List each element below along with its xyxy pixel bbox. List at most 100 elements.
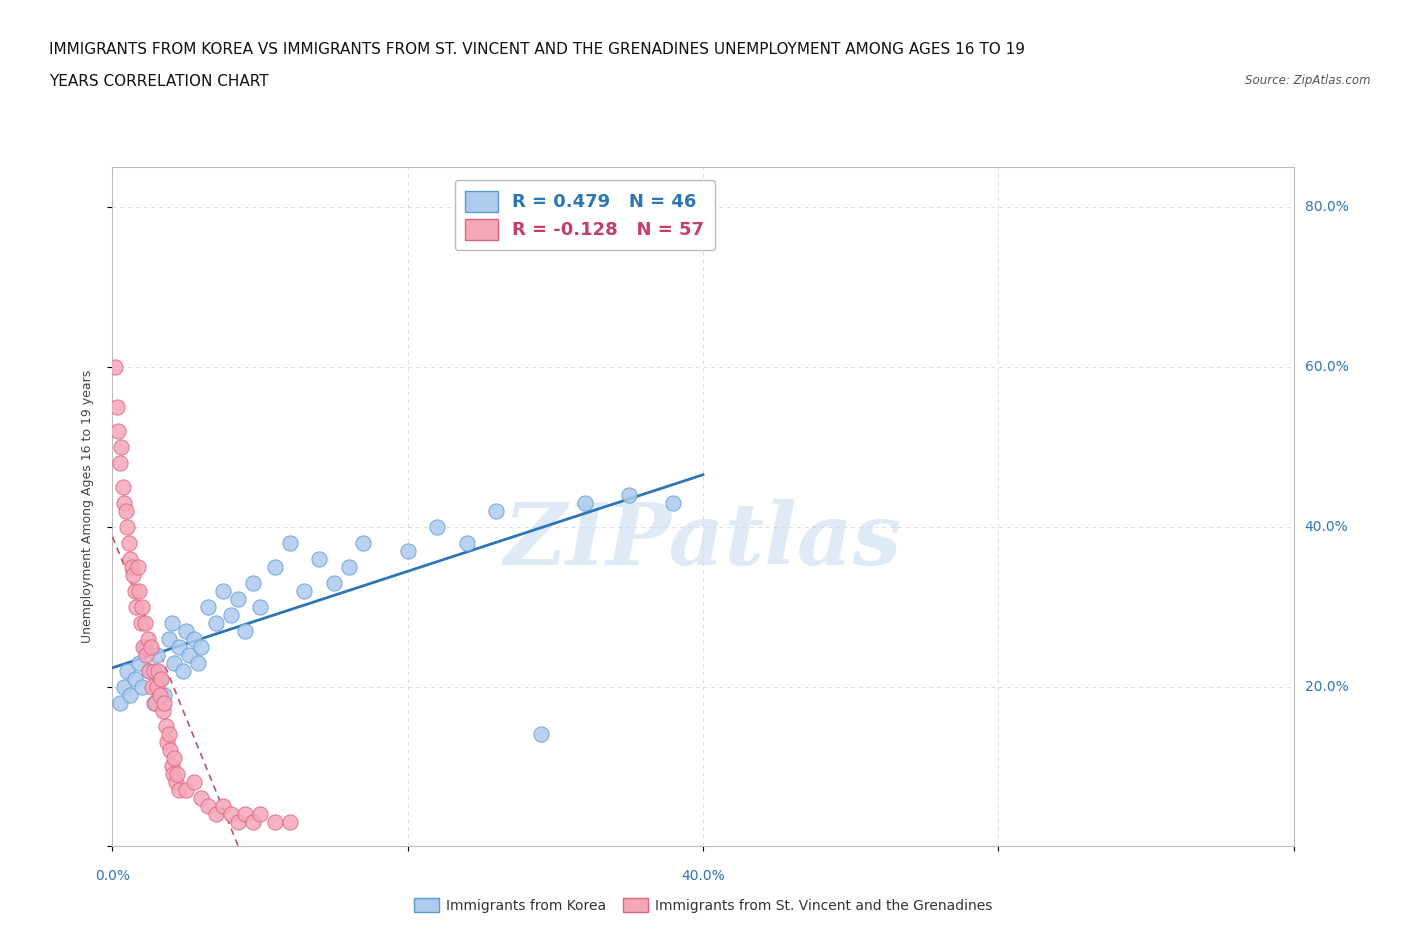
Point	[163, 751, 186, 766]
Point	[226, 815, 249, 830]
Point	[104, 360, 127, 375]
Point	[152, 703, 174, 718]
Point	[197, 599, 219, 614]
Point	[212, 799, 235, 814]
Point	[205, 616, 228, 631]
Point	[219, 807, 242, 822]
Point	[142, 695, 165, 710]
Point	[112, 679, 135, 694]
Point	[160, 616, 183, 631]
Point	[163, 655, 186, 670]
Point	[131, 679, 153, 694]
Point	[153, 695, 176, 710]
Point	[153, 687, 176, 702]
Text: 0.0%: 0.0%	[96, 869, 129, 883]
Point	[426, 519, 449, 534]
Point	[162, 767, 184, 782]
Point	[155, 719, 177, 734]
Point	[143, 695, 166, 710]
Point	[485, 503, 508, 518]
Point	[134, 639, 156, 654]
Point	[226, 591, 249, 606]
Point	[124, 671, 146, 686]
Point	[183, 631, 205, 646]
Point	[160, 759, 183, 774]
Point	[179, 647, 201, 662]
Point	[264, 815, 287, 830]
Point	[166, 767, 188, 782]
Point	[139, 639, 162, 654]
Point	[136, 631, 159, 646]
Point	[278, 536, 301, 551]
Point	[242, 815, 264, 830]
Point	[292, 583, 315, 598]
Point	[249, 807, 271, 822]
Point	[352, 536, 374, 551]
Point	[662, 496, 685, 511]
Point	[167, 639, 190, 654]
Point	[219, 607, 242, 622]
Point	[105, 400, 128, 415]
Point	[167, 783, 190, 798]
Point	[138, 663, 160, 678]
Text: ZIPatlas: ZIPatlas	[503, 499, 903, 582]
Point	[212, 583, 235, 598]
Text: 60.0%: 60.0%	[1305, 360, 1348, 374]
Point	[190, 790, 212, 805]
Point	[233, 623, 256, 638]
Point	[249, 599, 271, 614]
Point	[142, 663, 165, 678]
Text: 80.0%: 80.0%	[1305, 200, 1348, 214]
Point	[128, 583, 150, 598]
Point	[197, 799, 219, 814]
Point	[146, 679, 169, 694]
Point	[118, 536, 141, 551]
Point	[120, 687, 142, 702]
Point	[148, 663, 170, 678]
Point	[108, 456, 131, 471]
Point	[141, 679, 163, 694]
Point	[233, 807, 256, 822]
Point	[308, 551, 330, 566]
Point	[121, 559, 143, 574]
Point	[156, 735, 179, 750]
Point	[131, 599, 153, 614]
Point	[138, 663, 160, 678]
Point	[183, 775, 205, 790]
Text: IMMIGRANTS FROM KOREA VS IMMIGRANTS FROM ST. VINCENT AND THE GRENADINES UNEMPLOY: IMMIGRANTS FROM KOREA VS IMMIGRANTS FROM…	[49, 42, 1025, 57]
Point	[108, 695, 131, 710]
Point	[157, 727, 180, 742]
Legend: R = 0.479   N = 46, R = -0.128   N = 57: R = 0.479 N = 46, R = -0.128 N = 57	[454, 179, 716, 250]
Point	[150, 671, 173, 686]
Point	[107, 423, 129, 438]
Legend: Immigrants from Korea, Immigrants from St. Vincent and the Grenadines: Immigrants from Korea, Immigrants from S…	[408, 893, 998, 919]
Point	[174, 623, 197, 638]
Y-axis label: Unemployment Among Ages 16 to 19 years: Unemployment Among Ages 16 to 19 years	[82, 370, 94, 644]
Point	[127, 559, 149, 574]
Point	[124, 583, 146, 598]
Point	[110, 440, 132, 455]
Point	[456, 536, 478, 551]
Point	[149, 687, 172, 702]
Point	[264, 559, 287, 574]
Point	[529, 727, 551, 742]
Text: 40.0%: 40.0%	[1305, 520, 1348, 534]
Text: Source: ZipAtlas.com: Source: ZipAtlas.com	[1246, 74, 1371, 87]
Point	[114, 503, 136, 518]
Point	[122, 567, 145, 582]
Point	[278, 815, 301, 830]
Point	[120, 551, 142, 566]
Point	[619, 487, 641, 502]
Point	[129, 616, 152, 631]
Point	[396, 543, 419, 558]
Point	[146, 647, 169, 662]
Point	[187, 655, 209, 670]
Point	[205, 807, 228, 822]
Point	[337, 559, 360, 574]
Text: 40.0%: 40.0%	[681, 869, 725, 883]
Point	[128, 655, 150, 670]
Point	[157, 631, 180, 646]
Point	[174, 783, 197, 798]
Point	[117, 663, 138, 678]
Point	[117, 519, 138, 534]
